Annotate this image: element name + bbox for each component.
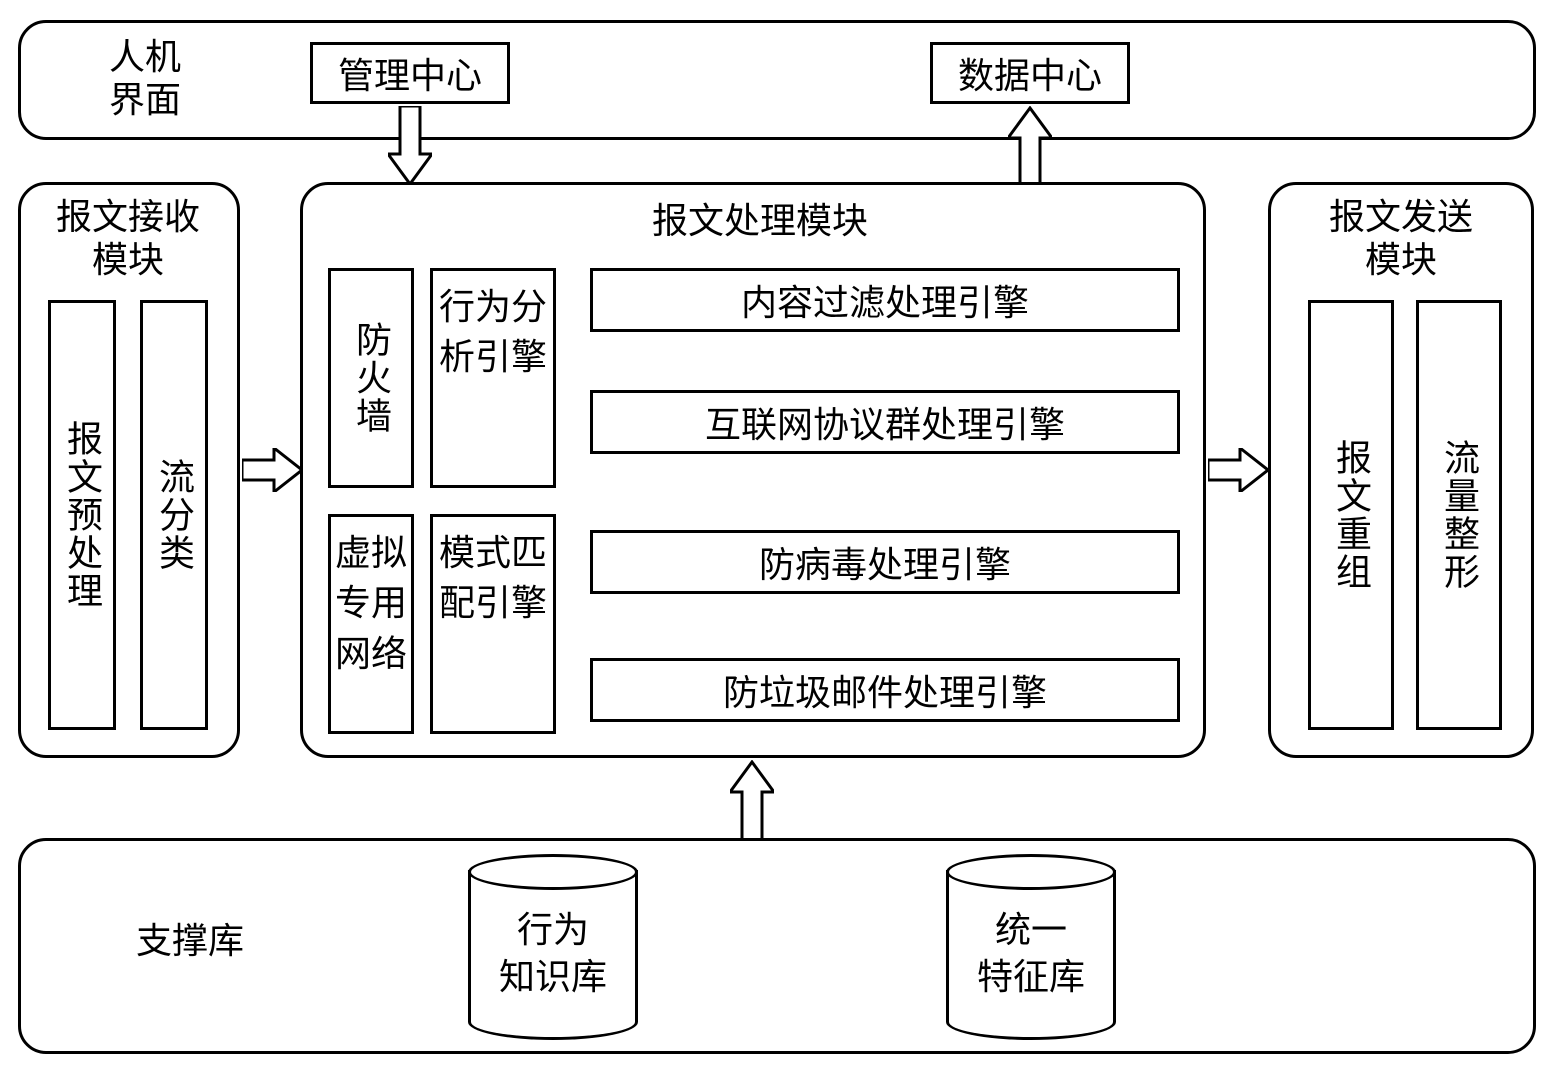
arrow-proc-to-send <box>1208 448 1270 492</box>
recv-title: 报文接收 模块 <box>28 196 228 282</box>
mgmt-center-box: 管理中心 <box>310 42 510 104</box>
arrow-support-to-proc <box>730 760 774 845</box>
send-shape-label: 流量整形 <box>1416 300 1502 730</box>
recv-pre-label: 报文预处理 <box>48 300 116 730</box>
proc-av-box: 防病毒处理引擎 <box>590 530 1180 594</box>
proc-av-label: 防病毒处理引擎 <box>759 536 1011 588</box>
proc-behav-label: 行为分析引擎 <box>436 282 550 383</box>
top-panel <box>18 20 1536 140</box>
proc-fw-label: 防火墙 <box>328 268 414 488</box>
proc-content-label: 内容过滤处理引擎 <box>741 274 1029 326</box>
recv-flow-label: 流分类 <box>140 300 208 730</box>
support-title: 支撑库 <box>110 920 270 963</box>
arrow-mgmt-to-proc <box>388 106 432 191</box>
proc-spam-label: 防垃圾邮件处理引擎 <box>723 664 1047 716</box>
proc-title: 报文处理模块 <box>560 200 960 243</box>
proc-ipgroup-label: 互联网协议群处理引擎 <box>705 396 1065 448</box>
data-center-label: 数据中心 <box>958 47 1102 99</box>
proc-spam-box: 防垃圾邮件处理引擎 <box>590 658 1180 722</box>
top-panel-title: 人机 界面 <box>70 36 220 122</box>
unified-label: 统一 特征库 <box>977 907 1085 1001</box>
arrow-recv-to-proc <box>242 448 304 492</box>
behav-kb-label: 行为 知识库 <box>499 907 607 1001</box>
proc-pattern-label: 模式匹配引擎 <box>436 528 550 629</box>
mgmt-center-label: 管理中心 <box>338 47 482 99</box>
proc-content-box: 内容过滤处理引擎 <box>590 268 1180 332</box>
proc-vpn-label: 虚拟专用网络 <box>332 528 410 679</box>
data-center-box: 数据中心 <box>930 42 1130 104</box>
send-title: 报文发送 模块 <box>1296 196 1506 282</box>
arrow-proc-to-data <box>1008 106 1052 191</box>
unified-cylinder: 统一 特征库 <box>946 854 1116 1044</box>
send-reasm-label: 报文重组 <box>1308 300 1394 730</box>
behav-kb-cylinder: 行为 知识库 <box>468 854 638 1044</box>
proc-ipgroup-box: 互联网协议群处理引擎 <box>590 390 1180 454</box>
